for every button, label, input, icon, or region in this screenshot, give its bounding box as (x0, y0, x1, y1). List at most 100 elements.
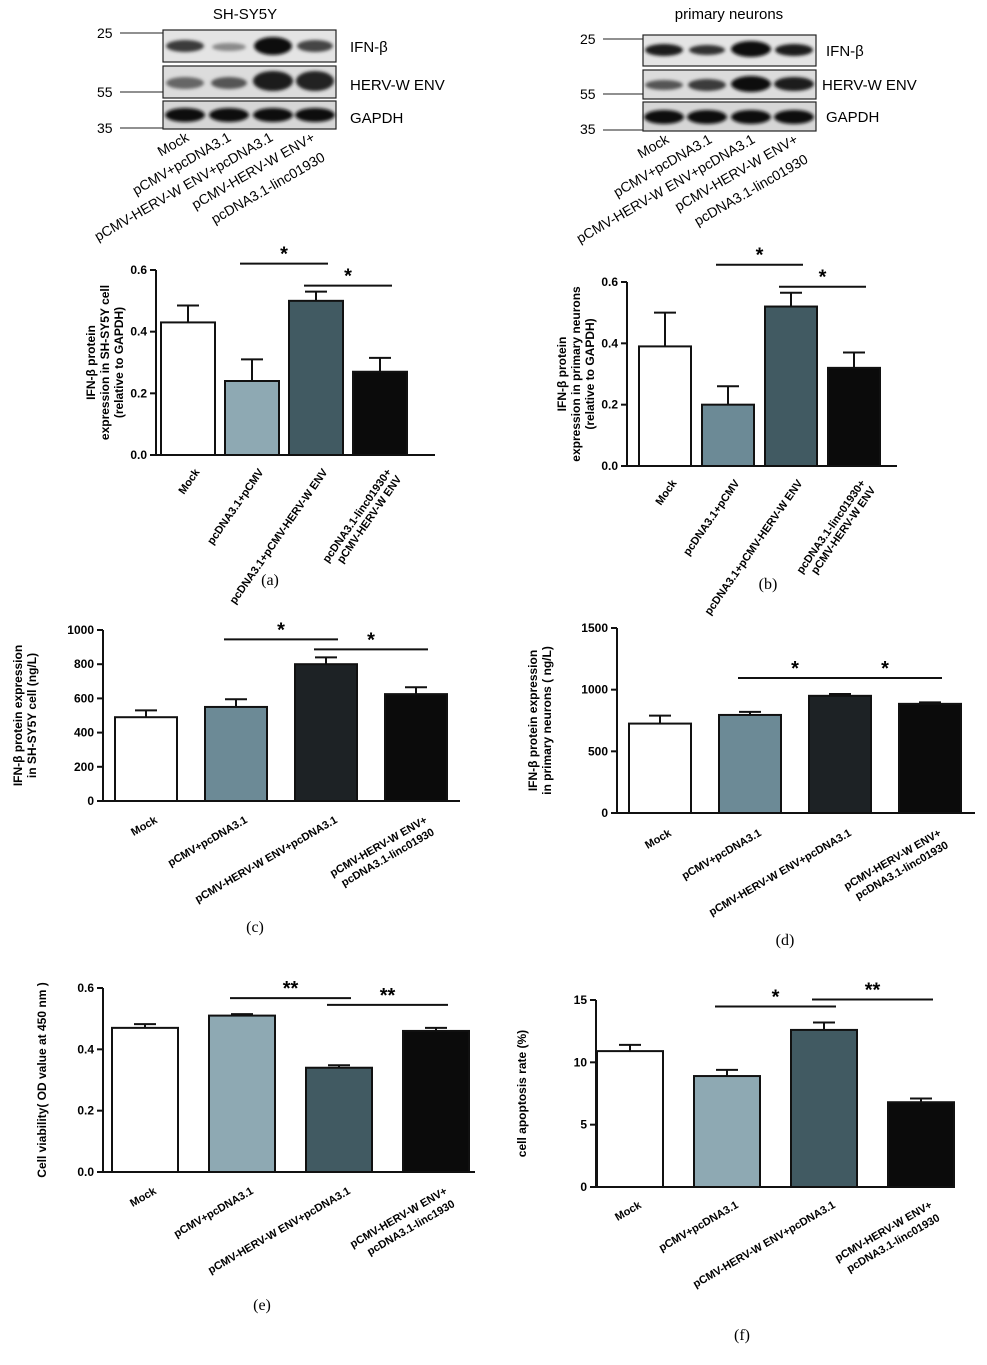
band-label: IFN-β (350, 39, 388, 56)
category-label-line: pCMV+pcDNA3.1 (657, 1199, 741, 1254)
category-label: pcDNA3.1-linc01930+pCMV-HERV-W ENV (795, 477, 879, 583)
y-axis-label-line: expression in SH-SY5Y cell (98, 285, 112, 440)
bar (352, 370, 408, 456)
band-label: IFN-β (826, 43, 864, 60)
bar (693, 1075, 761, 1188)
y-axis-label-line: IFN-β protein (84, 325, 98, 400)
bar (638, 345, 692, 467)
y-tick-label: 400 (74, 726, 94, 740)
band (775, 44, 813, 56)
y-tick-label: 0.6 (77, 981, 94, 995)
category-label-line: Mock (128, 1185, 159, 1210)
category-label-line: pCMV-HERV-W ENV+pcDNA3.1 (707, 827, 853, 918)
category-label-line: pCMV+pcDNA3.1 (166, 814, 250, 869)
significance-marker: ** (283, 978, 299, 1000)
bar (402, 1029, 470, 1174)
band-label: GAPDH (350, 110, 403, 127)
y-tick-label: 500 (588, 744, 608, 758)
bar (808, 694, 872, 814)
category-label-line: pcDNA3.1-linc01930+ (321, 467, 395, 565)
bar (208, 1014, 276, 1173)
bar (288, 299, 344, 457)
category-label: pcDNA3.1+pCMV (681, 477, 743, 558)
panel-label: (c) (246, 919, 264, 936)
category-label-line: pcDNA3.1+pCMV (205, 466, 267, 547)
significance-marker: ** (380, 985, 396, 1007)
y-tick-label: 200 (74, 760, 94, 774)
panel-label: (b) (759, 576, 778, 593)
category-label: pCMV-HERV-W ENV+pcDNA3.1-linc01930 (328, 814, 436, 892)
band (774, 110, 814, 124)
category-label: pCMV+pcDNA3.1 (166, 814, 250, 869)
category-label-line: pcDNA3.1+pCMV (681, 477, 743, 558)
significance-marker: ** (865, 979, 881, 1001)
category-label: pCMV-HERV-W ENV+pcDNA3.1 (193, 814, 339, 905)
y-tick-label: 0.2 (77, 1104, 94, 1118)
category-label-line: Mock (176, 466, 202, 497)
bar (827, 366, 881, 467)
band (687, 110, 727, 124)
band (295, 108, 335, 122)
category-label-line: Mock (653, 477, 679, 508)
y-axis-label-line: in SH-SY5Y cell (ng/L) (25, 653, 39, 778)
category-label-line: pCMV+pcDNA3.1 (680, 827, 764, 882)
band-label: HERV-W ENV (350, 77, 445, 94)
y-axis-label: cell apoptosis rate (%) (515, 1030, 529, 1157)
y-tick-label: 0.6 (130, 263, 147, 277)
band-label: HERV-W ENV (822, 77, 917, 94)
blot-title: primary neurons (675, 6, 783, 23)
y-axis-label: IFN-β protein expressionin primary neuro… (526, 646, 554, 795)
y-axis-label-line: (relative to GAPDH) (112, 307, 126, 418)
y-tick-label: 0.0 (601, 459, 618, 473)
bar (294, 663, 358, 803)
significance-marker: * (367, 629, 375, 651)
y-axis-label: IFN-β proteinexpression in primary neuro… (555, 286, 597, 462)
significance-marker: * (344, 266, 352, 288)
y-axis-label: Cell viability( OD value at 450 nm ) (35, 982, 49, 1177)
category-label: Mock (176, 466, 202, 497)
band (645, 80, 683, 90)
y-tick-label: 0.0 (77, 1165, 94, 1179)
panel-label: (e) (253, 1297, 271, 1314)
band (297, 40, 333, 52)
y-tick-label: 1500 (581, 621, 608, 635)
bar (764, 305, 818, 467)
bar (111, 1026, 179, 1174)
bar (898, 702, 962, 814)
chart-e: 0.0 0.2 0.4 0.6 Mock pCMV+pcDNA3.1 pCMV-HERV-W… (35, 978, 475, 1314)
panel-label: (f) (734, 1327, 750, 1344)
y-axis-label-line: IFN-β protein expression (11, 645, 25, 786)
significance-marker: * (772, 986, 780, 1008)
y-tick-label: 1000 (581, 683, 608, 697)
band (644, 110, 684, 124)
band (774, 77, 814, 91)
category-label-line: Mock (129, 814, 160, 839)
category-label: pCMV-HERV-W ENV+pcDNA3.1-linc01930 (842, 827, 950, 905)
bar (790, 1028, 858, 1189)
category-label: Mock (613, 1199, 644, 1224)
mw-marker: 25 (580, 31, 596, 47)
mw-marker: 55 (97, 84, 113, 100)
mw-marker: 25 (97, 25, 113, 41)
category-label: pCMV-HERV-W ENV+pcDNA3.1 (707, 827, 853, 918)
category-label: pCMV+pcDNA3.1 (680, 827, 764, 882)
category-label: pcDNA3.1-linc01930+pCMV-HERV-W ENV (321, 466, 405, 572)
bar (204, 705, 268, 803)
bar (701, 403, 755, 467)
band (212, 43, 246, 51)
band (731, 76, 771, 92)
mw-marker: 35 (97, 120, 113, 136)
y-axis-label-line: cell apoptosis rate (%) (515, 1030, 529, 1157)
category-label: pCMV-HERV-W ENV+pcDNA3.1-linc1930 (348, 1185, 457, 1263)
y-tick-label: 0 (601, 806, 608, 820)
y-axis-label-line: in primary neurons ( ng/L) (540, 646, 554, 795)
y-axis-label: IFN-β proteinexpression in SH-SY5Y cell(… (84, 285, 126, 440)
category-label-line: pCMV-HERV-W ENV+pcDNA3.1 (193, 814, 339, 905)
band (209, 108, 249, 122)
bar (160, 321, 216, 456)
y-axis-label-line: IFN-β protein (555, 337, 569, 412)
